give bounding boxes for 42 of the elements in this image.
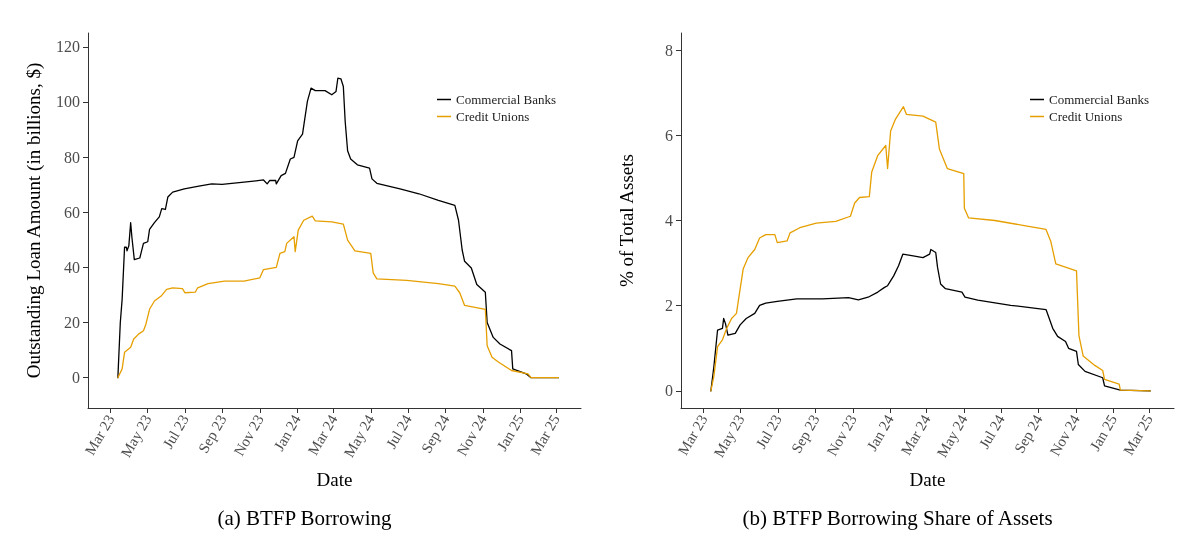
y-tick-label: 0 <box>665 382 673 400</box>
x-axis-title: Date <box>909 469 946 490</box>
x-tick-label: Jul 24 <box>382 411 416 452</box>
line-series <box>710 106 1151 392</box>
x-tick-label: Mar 24 <box>304 411 341 458</box>
y-tick-label: 60 <box>64 203 80 221</box>
x-tick-label: Mar 25 <box>527 412 563 458</box>
x-tick-label: Sep 23 <box>195 412 230 456</box>
x-axis-title: Date <box>316 469 353 490</box>
y-tick-label: 6 <box>665 126 673 144</box>
x-tick-label: Mar 23 <box>674 412 711 458</box>
y-tick-label: 40 <box>64 258 80 276</box>
x-tick-label: Mar 25 <box>1120 412 1156 458</box>
x-tick-label: Jul 24 <box>975 411 1009 452</box>
x-tick-label: Mar 23 <box>81 412 118 458</box>
x-tick-label: Jan 24 <box>270 411 305 454</box>
y-tick-label: 0 <box>72 369 80 387</box>
y-tick-label: 120 <box>56 38 80 56</box>
x-tick-label: Jan 25 <box>493 412 527 454</box>
y-tick-label: 80 <box>64 148 80 166</box>
text: (b) BTFP Borrowing Share of Assets <box>742 505 1053 530</box>
x-tick-label: Jul 23 <box>159 412 192 452</box>
y-tick-label: 20 <box>64 314 80 332</box>
x-tick-label: Jul 23 <box>752 412 785 452</box>
line-series <box>117 215 560 379</box>
x-tick-label: Jan 25 <box>1086 412 1120 454</box>
x-tick-label: Sep 24 <box>418 411 453 456</box>
legend-label: Credit Unions <box>455 109 530 124</box>
text: (a) BTFP Borrowing <box>217 505 393 530</box>
x-tick-label: Jan 24 <box>863 411 898 454</box>
legend-label: Credit Unions <box>1048 109 1123 124</box>
legend-label: Commercial Banks <box>455 92 557 107</box>
y-tick-label: 100 <box>56 93 80 111</box>
y-axis-title: % of Total Assets <box>616 154 637 287</box>
y-tick-label: 8 <box>665 41 673 59</box>
legend-label: Commercial Banks <box>1048 92 1150 107</box>
x-tick-label: Sep 23 <box>788 412 823 456</box>
x-tick-label: Sep 24 <box>1011 411 1046 456</box>
y-axis-title: Outstanding Loan Amount (in billions, $) <box>23 62 45 379</box>
y-tick-label: 4 <box>665 212 673 229</box>
x-tick-label: Mar 24 <box>897 411 934 458</box>
y-tick-label: 2 <box>665 297 673 315</box>
